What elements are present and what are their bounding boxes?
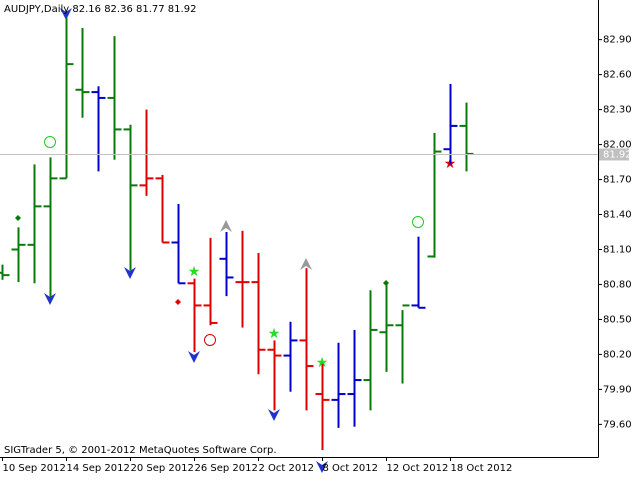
chart-title: AUDJPY,Daily 82.16 82.36 81.77 81.92	[4, 4, 196, 15]
y-tick-label: 81.70	[603, 175, 632, 186]
y-tick-label: 82.60	[603, 70, 632, 81]
y-tick-label: 81.40	[603, 210, 632, 221]
star: ★	[316, 355, 329, 371]
x-tick-label: 2 Oct 2012	[259, 463, 314, 474]
y-tick-label: 79.60	[603, 419, 632, 430]
y-tick-label: 80.20	[603, 349, 632, 360]
y-tick-label: 82.00	[603, 140, 632, 151]
arrow-up	[220, 220, 232, 232]
y-tick-label: 82.90	[603, 35, 632, 46]
y-tick-label: 79.90	[603, 384, 632, 395]
x-tick-label: 14 Sep 2012	[67, 463, 130, 474]
circle-five	[412, 216, 424, 228]
arrow-down	[124, 267, 136, 279]
x-tick-label: 26 Sep 2012	[195, 463, 258, 474]
diamond	[15, 215, 21, 221]
y-tick-label: 81.10	[603, 244, 632, 255]
footer: SIGTrader 5, © 2001-2012 MetaQuotes Soft…	[4, 445, 277, 456]
indicator-markers: ★ ★ ★ ★	[0, 8, 474, 473]
price-label-box	[599, 148, 629, 161]
arrow-up	[300, 258, 312, 270]
circle-five	[204, 334, 216, 346]
x-tick-label: 10 Sep 2012	[3, 463, 66, 474]
star: ★	[188, 264, 201, 280]
arrow-down	[268, 409, 280, 421]
arrow-down	[44, 293, 56, 305]
price-label: 81.92	[603, 150, 632, 161]
arrow-down	[188, 351, 200, 363]
circle-five	[44, 136, 56, 148]
x-tick-label: 12 Oct 2012	[387, 463, 449, 474]
arrow-down	[60, 8, 72, 20]
y-tick-label: 80.50	[603, 314, 632, 325]
arrow-down	[316, 461, 328, 473]
x-tick-label: 8 Oct 2012	[323, 463, 378, 474]
y-tick-label: 82.30	[603, 105, 632, 116]
y-tick-label: 80.80	[603, 279, 632, 290]
x-tick-label: 18 Oct 2012	[451, 463, 513, 474]
diamond	[175, 299, 181, 305]
star: ★	[268, 326, 281, 342]
x-tick-label: 20 Sep 2012	[131, 463, 194, 474]
